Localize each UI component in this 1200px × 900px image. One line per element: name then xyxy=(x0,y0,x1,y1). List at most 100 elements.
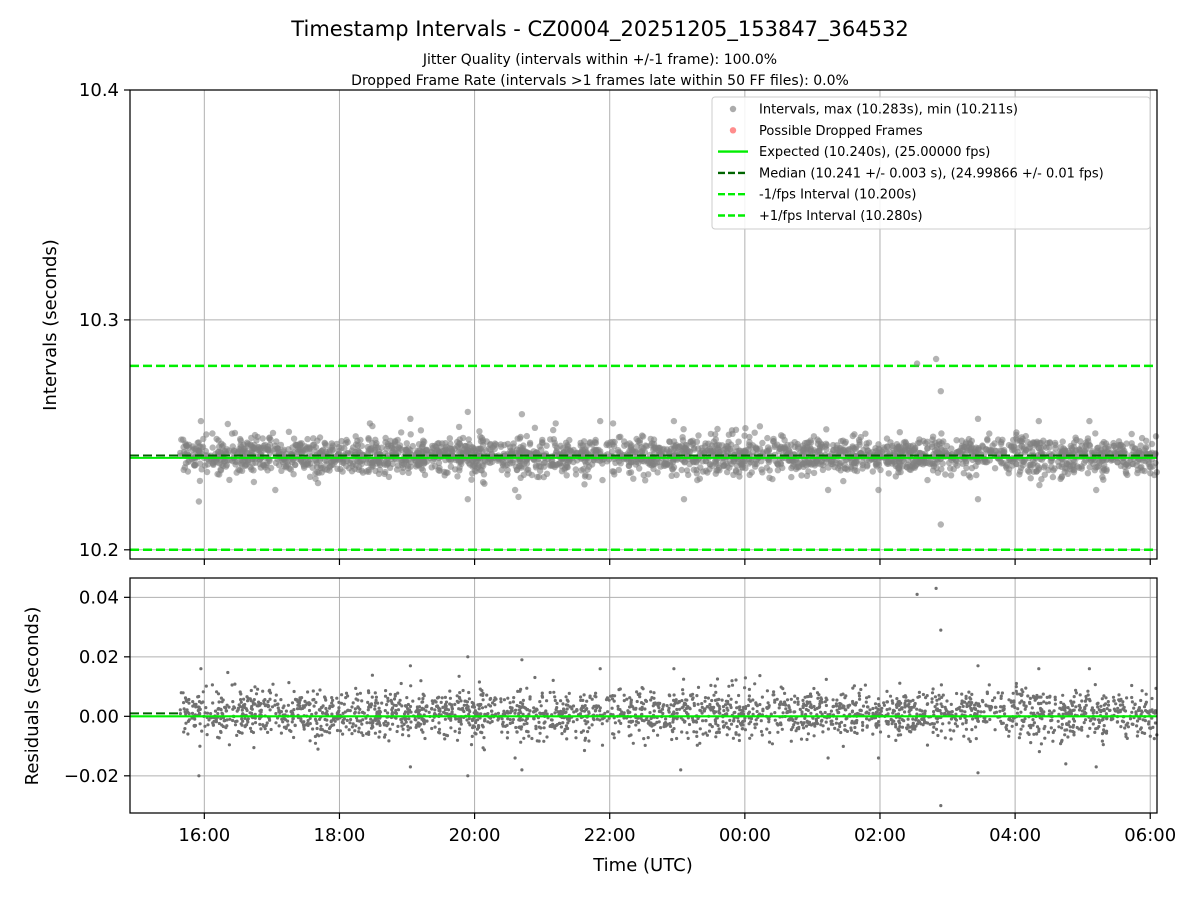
residual-point xyxy=(1097,720,1102,725)
interval-point xyxy=(933,464,940,472)
interval-point xyxy=(817,440,825,447)
residual-point xyxy=(251,722,255,726)
interval-point xyxy=(855,436,863,444)
residual-point xyxy=(1003,712,1007,716)
interval-point xyxy=(543,442,550,449)
residual-point xyxy=(583,738,587,742)
interval-outlier-point xyxy=(366,420,374,427)
residual-point xyxy=(618,687,622,691)
interval-point xyxy=(1128,440,1135,447)
residual-point xyxy=(431,701,435,706)
interval-point xyxy=(1063,465,1070,472)
residual-point xyxy=(1097,725,1101,729)
residual-point xyxy=(875,710,879,714)
residual-point xyxy=(357,730,361,734)
residual-point xyxy=(925,743,930,747)
residual-point xyxy=(396,708,401,712)
residual-point xyxy=(651,723,656,727)
residual-point xyxy=(605,719,609,723)
interval-point xyxy=(185,441,193,448)
residual-point xyxy=(703,696,708,700)
residual-point xyxy=(421,697,425,701)
residual-point xyxy=(823,710,827,715)
residual-point xyxy=(791,725,795,729)
residual-point xyxy=(700,702,704,706)
interval-point xyxy=(1070,469,1078,476)
residual-point xyxy=(253,702,257,706)
residual-point xyxy=(458,727,462,731)
residual-point xyxy=(724,721,728,725)
residual-point xyxy=(337,706,341,710)
residual-point xyxy=(311,727,315,731)
chart-title: Timestamp Intervals - CZ0004_20251205_15… xyxy=(290,17,908,42)
residual-point xyxy=(692,730,696,734)
residual-point xyxy=(391,706,395,710)
residual-point xyxy=(521,712,525,716)
residual-point xyxy=(521,702,525,706)
residual-point xyxy=(801,698,805,703)
residual-point xyxy=(667,706,671,710)
residual-point xyxy=(619,712,624,716)
residual-point xyxy=(1053,702,1057,706)
residual-point xyxy=(954,712,958,716)
residual-point xyxy=(1139,698,1143,703)
residual-point xyxy=(298,706,302,711)
residual-point xyxy=(915,707,919,711)
interval-point xyxy=(180,466,187,474)
interval-point xyxy=(720,447,727,454)
interval-point xyxy=(290,435,298,442)
residual-point xyxy=(539,704,543,708)
residual-point xyxy=(228,717,232,721)
residual-point xyxy=(335,696,339,700)
residual-point xyxy=(849,726,853,730)
residual-point xyxy=(900,725,905,729)
residual-point xyxy=(585,699,589,703)
residual-point xyxy=(709,683,713,688)
intervals-ylabel: Intervals (seconds) xyxy=(40,239,61,411)
residual-point xyxy=(213,709,218,713)
interval-point xyxy=(358,442,365,450)
interval-point xyxy=(1021,449,1029,456)
interval-point xyxy=(1130,455,1138,463)
residual-point xyxy=(778,703,782,707)
residual-point xyxy=(725,706,729,710)
residual-point xyxy=(715,677,720,681)
interval-point xyxy=(464,447,472,454)
interval-point xyxy=(759,469,766,476)
intervals-median xyxy=(130,454,1157,459)
residual-point xyxy=(831,698,835,702)
residual-point xyxy=(1132,706,1136,710)
interval-point xyxy=(673,471,680,479)
interval-point xyxy=(1034,462,1041,470)
residual-point xyxy=(885,708,889,712)
interval-outlier-point xyxy=(974,415,982,422)
legend: Intervals, max (10.283s), min (10.211s)P… xyxy=(711,96,1151,230)
interval-point xyxy=(929,433,937,440)
residual-point xyxy=(789,728,794,732)
residual-point xyxy=(707,729,712,733)
interval-point xyxy=(1136,447,1143,455)
residual-point xyxy=(409,720,413,724)
residual-point xyxy=(1072,730,1076,735)
interval-point xyxy=(720,462,727,469)
residual-point xyxy=(994,710,999,714)
residual-point xyxy=(931,730,935,735)
intervals-reference-lines xyxy=(130,364,1157,552)
residual-point xyxy=(216,712,220,716)
residual-point xyxy=(393,711,397,715)
interval-point xyxy=(840,477,847,485)
residual-point xyxy=(1022,701,1026,705)
residual-point xyxy=(759,729,764,734)
interval-point xyxy=(642,477,649,484)
residual-point xyxy=(656,733,660,737)
residual-point xyxy=(398,702,402,706)
residual-point xyxy=(1149,726,1153,731)
interval-point xyxy=(341,445,348,452)
residual-point xyxy=(325,723,329,727)
residual-point xyxy=(913,727,917,731)
residual-point xyxy=(580,704,585,708)
residual-point xyxy=(691,696,695,700)
interval-point xyxy=(614,447,622,454)
residual-point xyxy=(903,705,907,709)
interval-point xyxy=(1117,442,1124,449)
